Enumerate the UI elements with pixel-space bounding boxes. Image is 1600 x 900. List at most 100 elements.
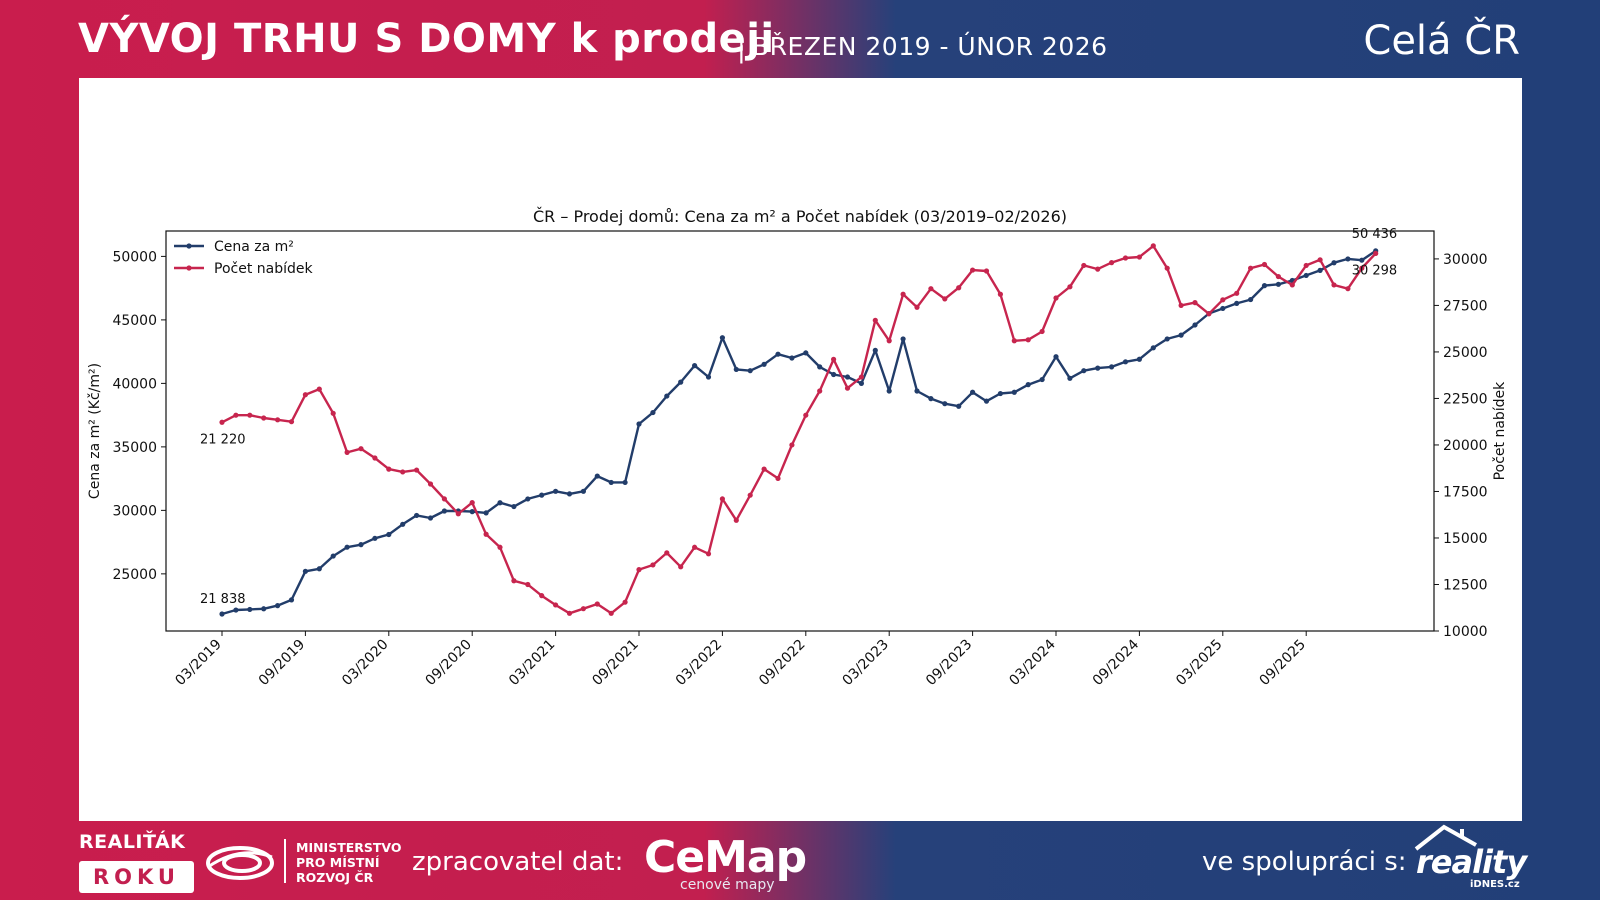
offers-point <box>1178 302 1184 309</box>
offers-point <box>761 466 767 472</box>
price-point <box>1317 267 1323 273</box>
offers-point <box>1011 338 1017 344</box>
offers-point <box>594 601 600 607</box>
price-point <box>219 611 225 617</box>
x-tick-label: 03/2022 <box>673 637 725 689</box>
offers-point <box>719 496 726 502</box>
y-left-tick-label: 35000 <box>112 440 157 456</box>
processor-label: zpracovatel dat: <box>412 847 624 877</box>
price-point <box>441 508 447 514</box>
offers-point <box>1359 265 1365 271</box>
price-point <box>483 510 489 516</box>
price-point <box>247 606 253 613</box>
price-point <box>831 371 837 378</box>
y-right-tick-label: 27500 <box>1443 298 1488 314</box>
price-point <box>1331 260 1337 266</box>
offers-point <box>608 610 614 616</box>
legend-marker-offers <box>186 265 192 271</box>
price-point <box>983 398 990 404</box>
price-point <box>1081 368 1087 374</box>
offers-point <box>678 564 684 570</box>
ministry-line-2: PRO MÍSTNÍ <box>296 855 380 870</box>
x-tick-label: 09/2019 <box>256 637 308 689</box>
y-right-tick-label: 20000 <box>1443 438 1488 454</box>
offers-point <box>275 417 281 423</box>
price-point <box>400 521 406 527</box>
offers-point <box>261 415 267 421</box>
offers-point <box>441 496 447 502</box>
offers-point <box>247 412 253 418</box>
offers-point <box>664 550 670 556</box>
price-point <box>1303 272 1309 279</box>
offers-point <box>400 469 406 475</box>
price-point <box>469 509 475 515</box>
price-point <box>1359 257 1365 263</box>
reality-subtitle: iDNES.cz <box>1470 879 1520 890</box>
offers-point <box>1345 286 1351 292</box>
price-point <box>1192 322 1198 328</box>
offers-point <box>288 419 295 425</box>
ministry-logo-icon <box>206 846 274 880</box>
price-point <box>900 336 906 342</box>
y-right-tick-label: 17500 <box>1443 484 1488 500</box>
price-point <box>1164 336 1170 342</box>
offers-point <box>469 500 475 506</box>
offers-point <box>580 606 586 612</box>
price-point <box>372 535 378 541</box>
offers-point <box>1303 262 1309 269</box>
offers-point <box>511 578 517 584</box>
offers-point <box>1275 273 1281 280</box>
price-point <box>288 597 295 603</box>
price-point <box>1150 345 1156 351</box>
y-left-tick-label: 40000 <box>112 376 157 392</box>
x-tick-label: 03/2023 <box>840 637 892 689</box>
legend-label-offers: Počet nabídek <box>214 261 313 277</box>
price-point <box>692 363 698 369</box>
y-left-axis-label: Cena za m² (Kč/m²) <box>87 363 103 499</box>
price-point <box>1178 332 1184 338</box>
offers-end-label: 30 298 <box>1352 263 1398 278</box>
price-point <box>928 396 934 402</box>
price-point <box>427 515 434 521</box>
offers-start-label: 21 220 <box>200 432 246 447</box>
roku-badge: ROKU <box>79 861 194 893</box>
price-point <box>1039 376 1045 383</box>
price-point <box>580 488 586 494</box>
cemap-name: CeMap <box>644 832 807 883</box>
offers-point <box>831 356 837 362</box>
offers-point <box>1136 254 1142 260</box>
offers-point <box>302 392 308 398</box>
offers-point <box>1206 311 1212 317</box>
price-point <box>705 374 712 380</box>
offers-point <box>1150 243 1156 249</box>
x-tick-label: 03/2020 <box>339 637 391 689</box>
offers-point <box>817 388 823 394</box>
offers-point <box>1081 262 1087 269</box>
header: VÝVOJ TRHU S DOMY k prodeji | BŘEZEN 201… <box>0 0 1600 78</box>
price-point <box>622 479 628 486</box>
offers-point <box>316 386 322 392</box>
price-point <box>566 491 573 497</box>
offers-point <box>386 466 392 472</box>
realitak-logo-text: REALIŤÁK <box>79 831 186 853</box>
price-point <box>275 603 281 609</box>
y-right-tick-label: 30000 <box>1443 252 1488 268</box>
price-point <box>358 542 364 548</box>
price-point <box>761 361 767 367</box>
price-point <box>997 390 1004 397</box>
price-point <box>386 531 392 538</box>
offers-point <box>1164 265 1170 271</box>
house-roof-icon <box>1414 824 1477 851</box>
price-point <box>553 488 559 494</box>
price-point <box>789 355 795 361</box>
x-tick-label: 09/2023 <box>923 637 975 689</box>
offers-point <box>970 267 976 273</box>
partner-label: ve spolupráci s: <box>1202 847 1407 877</box>
cemap-subtitle: cenové mapy <box>680 877 775 893</box>
price-point <box>594 473 600 479</box>
x-tick-label: 09/2020 <box>423 637 475 689</box>
price-point <box>511 503 517 510</box>
price-point <box>1095 365 1101 371</box>
offers-point <box>775 475 781 482</box>
price-point <box>914 388 920 394</box>
